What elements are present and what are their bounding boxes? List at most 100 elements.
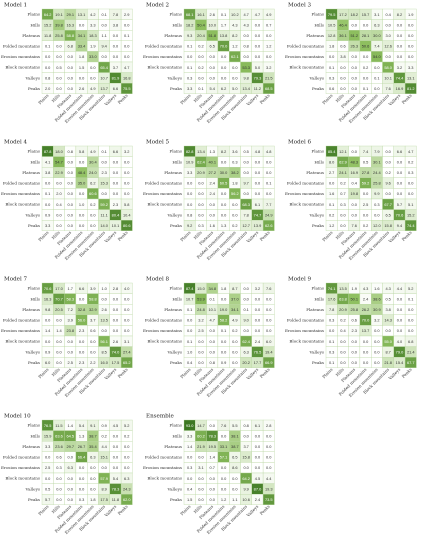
row-label: Erosion mountains (143, 328, 182, 333)
cell-value-label: 0.0 (408, 307, 414, 312)
cell-value-label: 0.0 (68, 170, 74, 175)
cell-value-label: 0.0 (124, 307, 130, 312)
cell-value-label: 3.3 (408, 65, 413, 70)
cell-value-label: 0.0 (124, 455, 130, 460)
cell-value-label: 78.3 (112, 486, 120, 491)
column-label: Hills (193, 230, 203, 240)
cell-value-label: 0.0 (385, 149, 391, 154)
cell-value-label: 0.1 (187, 44, 192, 49)
cell-value-label: 0.0 (68, 65, 74, 70)
cell-value-label: 0.0 (187, 455, 193, 460)
cell-value-label: 3.7 (243, 444, 248, 449)
cell-value-label: 0.0 (408, 191, 414, 196)
column-label: Valleys (245, 230, 259, 244)
cell-value-label: 1.4 (56, 328, 62, 333)
cell-value-label: 0.0 (363, 339, 369, 344)
row-label: Valleys (309, 212, 324, 217)
cell-value-label: 8.2 (232, 33, 237, 38)
cell-value-label: 0.0 (45, 476, 51, 481)
row-label: Valleys (25, 212, 40, 217)
cell-value-label: 9.9 (374, 191, 379, 196)
cell-value-label: 15.2 (407, 212, 415, 217)
cell-value-label: 10.0 (208, 22, 216, 27)
cell-value-label: 0.0 (210, 486, 216, 491)
row-label: Hills (314, 296, 324, 301)
cell-value-label: 0.1 (187, 339, 192, 344)
cell-value-label: 0.3 (232, 159, 237, 164)
cell-value-label: 56.2 (231, 191, 239, 196)
cell-value-label: 79.0 (396, 349, 404, 354)
panel-title: Model 5 (146, 140, 170, 146)
cell-value-label: 0.1 (221, 12, 226, 17)
row-label: Hills (30, 159, 40, 164)
cell-value-label: 67.7 (407, 360, 415, 365)
cell-value-label: 0.0 (113, 328, 119, 333)
cell-value-label: 3.2 (374, 318, 379, 323)
cell-value-label: 6.5 (385, 212, 390, 217)
cell-value-label: 3.1 (124, 339, 129, 344)
cell-value-label: 4.2 (90, 12, 95, 17)
cell-value-label: 3.3 (187, 170, 192, 175)
cell-value-label: 24.4 (373, 170, 381, 175)
confusion-matrix-svg: Ensemble 93.0 14.7 0.0 7.6 5.5 0.8 6.1 2.8 3.3 60.… (143, 414, 275, 535)
cell-value-label: 11.8 (112, 497, 119, 502)
column-label: Valleys (387, 230, 401, 244)
cell-value-label: 68.1 (186, 12, 194, 17)
cell-value-label: 18.3 (89, 33, 97, 38)
cell-value-label: 0.2 (124, 433, 129, 438)
cell-value-label: 4.9 (90, 86, 95, 91)
cell-value-label: 0.7 (266, 22, 271, 27)
cell-value-label: 1.0 (187, 349, 193, 354)
cell-value-label: 25.8 (350, 307, 358, 312)
cell-value-label: 0.0 (90, 212, 96, 217)
panel-title: Model 2 (146, 3, 170, 9)
confusion-matrix-svg: Model 9 74.1 13.5 1.9 4.3 1.6 4.3 4.4 5.2 17.6 63.… (285, 277, 417, 398)
cell-value-label: 0.0 (340, 86, 346, 91)
cell-value-label: 9.8 (243, 75, 248, 80)
cell-value-label: 20.9 (197, 170, 205, 175)
cell-value-label: 1.8 (221, 286, 226, 291)
cell-value-label: 15.8 (384, 223, 392, 228)
cell-value-label: 35.0 (78, 181, 86, 186)
cell-value-label: 0.0 (329, 54, 335, 59)
cell-value-label: 0.1 (329, 339, 334, 344)
cell-value-label: 15.3 (100, 181, 108, 186)
cell-value-label: 12.1 (339, 149, 347, 154)
cell-value-label: 26.7 (78, 444, 86, 449)
cell-value-label: 0.7 (340, 191, 345, 196)
row-label: Erosion mountains (285, 54, 324, 59)
row-label: Block mountains (5, 202, 40, 207)
cell-value-label: 8.6 (232, 465, 237, 470)
cell-value-label: 0.0 (221, 465, 227, 470)
row-label: Folded mountains (145, 44, 182, 49)
row-label: Plateaus (164, 33, 182, 38)
cell-value-label: 0.1 (101, 12, 106, 17)
cell-value-label: 5.2 (124, 423, 129, 428)
cell-value-label: 0.0 (221, 75, 227, 80)
cell-value-label: 0.0 (352, 22, 358, 27)
cell-value-label: 21.9 (197, 444, 205, 449)
cell-value-label: 0.0 (385, 159, 391, 164)
column-label: Plains (321, 367, 333, 379)
cell-value-label: 16.0 (100, 360, 108, 365)
cell-value-label: 0.0 (56, 497, 62, 502)
row-label: Erosion mountains (285, 328, 324, 333)
cell-value-label: 0.0 (408, 54, 414, 59)
cell-value-label: 0.0 (113, 455, 119, 460)
cell-value-label: 1.4 (210, 455, 216, 460)
cell-value-label: 5.2 (408, 286, 413, 291)
cell-value-label: 13.1 (407, 75, 415, 80)
cell-value-label: 6.3 (374, 22, 379, 27)
cell-value-label: 0.0 (266, 328, 272, 333)
cell-value-label: 5.0 (255, 65, 261, 70)
cell-value-label: 0.0 (124, 170, 130, 175)
cell-value-label: 6.2 (221, 86, 226, 91)
cell-value-label: 0.8 (45, 75, 50, 80)
cell-value-label: 10.6 (242, 497, 250, 502)
cell-value-label: 39.8 (55, 22, 63, 27)
cell-value-label: 57.9 (100, 476, 108, 481)
cell-value-label: 18.2 (186, 22, 194, 27)
cell-value-label: 12.8 (328, 33, 336, 38)
cell-value-label: 0.2 (329, 212, 334, 217)
row-label: Folded mountains (287, 318, 324, 323)
